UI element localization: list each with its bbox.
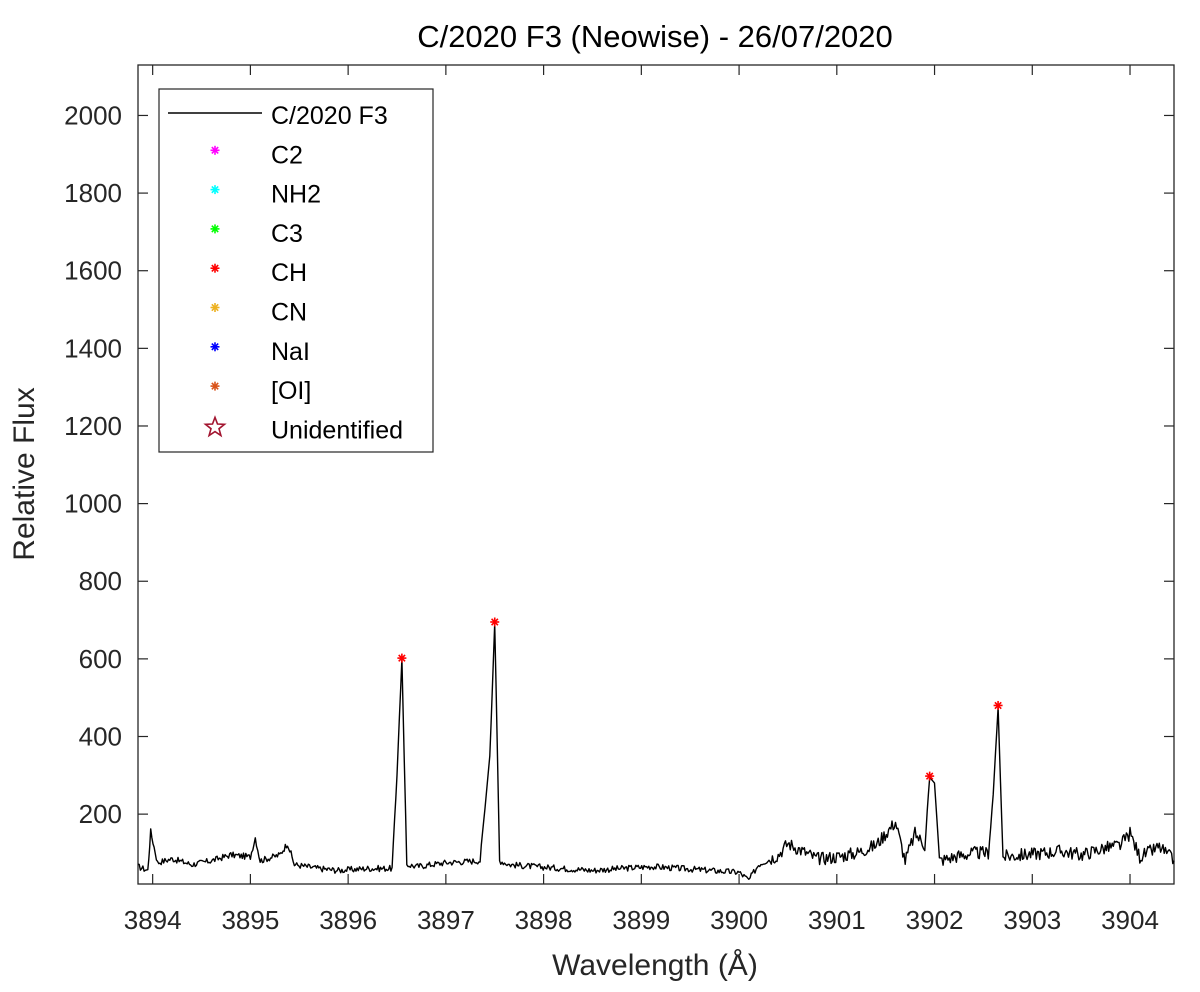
x-tick-label: 3896 [319, 905, 377, 935]
y-tick-label: 200 [79, 799, 122, 829]
star-icon [203, 415, 227, 438]
y-tick-label: 1400 [64, 333, 122, 363]
x-tick-label: 3904 [1101, 905, 1159, 935]
legend-item: C3 [210, 220, 303, 248]
spectrum-line [137, 623, 1175, 880]
x-tick-label: 3902 [906, 905, 964, 935]
legend-item: [OI] [210, 377, 311, 405]
y-axis-ticks: 200 400 600 800 1000 1200 1400 1600 1800 2000 [64, 100, 1174, 829]
y-tick-label: 1000 [64, 489, 122, 519]
legend-item: NH2 [210, 181, 321, 209]
x-tick-label: 3901 [808, 905, 866, 935]
y-tick-label: 1200 [64, 411, 122, 441]
legend-label: C2 [271, 141, 303, 169]
legend-item: C2 [210, 141, 303, 169]
x-tick-label: 3894 [124, 905, 182, 935]
x-tick-label: 3895 [221, 905, 279, 935]
x-tick-label: 3897 [417, 905, 475, 935]
legend-label: NaI [271, 338, 310, 366]
y-tick-label: 1800 [64, 178, 122, 208]
x-axis-ticks: 3894 3895 3896 3897 3898 3899 3900 3901 3902 3903… [124, 65, 1159, 935]
ch-peak-marker [925, 771, 935, 781]
marker-layer [397, 617, 1003, 781]
ch-peak-marker [397, 653, 407, 663]
legend-label: CN [271, 299, 307, 327]
legend-asterisk-swatch [210, 342, 220, 352]
series-layer [137, 623, 1175, 880]
x-tick-label: 3900 [710, 905, 768, 935]
legend-asterisk-swatch [210, 224, 220, 234]
y-axis-label: Relative Flux [8, 387, 41, 560]
chart-title: C/2020 F3 (Neowise) - 26/07/2020 [417, 19, 893, 54]
legend-item: CN [210, 299, 307, 327]
x-tick-label: 3898 [515, 905, 573, 935]
y-tick-label: 1600 [64, 256, 122, 286]
legend-label: CH [271, 259, 307, 287]
legend-asterisk-swatch [210, 381, 220, 391]
y-tick-label: 600 [79, 644, 122, 674]
y-tick-label: 2000 [64, 100, 122, 130]
x-axis-label: Wavelength (Å) [552, 949, 758, 982]
legend-label: C/2020 F3 [271, 102, 388, 130]
legend-label: Unidentified [271, 416, 403, 444]
ch-peak-marker [993, 700, 1003, 710]
legend-item: CH [210, 259, 307, 287]
legend: C/2020 F3 C2 NH2 C3 CH CN NaI [OI] Unidentified [158, 88, 434, 453]
x-tick-label: 3903 [1003, 905, 1061, 935]
legend-asterisk-swatch [210, 303, 220, 312]
ch-peak-marker [490, 617, 500, 627]
legend-asterisk-swatch [210, 145, 220, 155]
legend-asterisk-swatch [210, 263, 220, 273]
legend-box [158, 88, 434, 453]
legend-item: C/2020 F3 [168, 102, 388, 130]
legend-label: [OI] [271, 377, 311, 405]
y-tick-label: 400 [79, 722, 122, 752]
legend-item: Unidentified [203, 415, 403, 444]
legend-label: C3 [271, 220, 303, 248]
legend-asterisk-swatch [210, 185, 220, 195]
y-tick-label: 800 [79, 566, 122, 596]
legend-label: NH2 [271, 181, 321, 209]
x-tick-label: 3899 [612, 905, 670, 935]
legend-item: NaI [210, 338, 310, 366]
